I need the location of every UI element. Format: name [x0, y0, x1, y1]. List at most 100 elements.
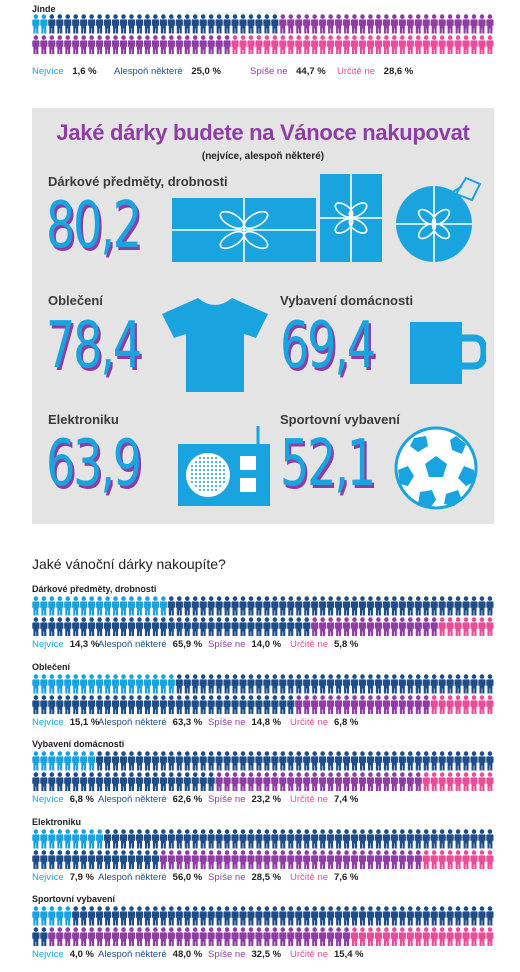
person-icon	[350, 751, 359, 771]
person-icon	[271, 14, 279, 34]
person-icon	[478, 751, 486, 771]
person-icon	[462, 849, 470, 869]
person-icon	[366, 596, 375, 616]
person-icon	[40, 673, 48, 693]
person-icon	[478, 617, 486, 636]
category-label: Elektroniku	[48, 412, 119, 427]
person-icon	[135, 751, 144, 771]
person-icon	[119, 906, 128, 926]
person-icon	[231, 596, 239, 616]
person-icon	[207, 828, 215, 848]
person-icon	[103, 694, 112, 714]
person-icon	[382, 849, 390, 869]
person-icon	[135, 14, 144, 34]
person-icon	[462, 35, 470, 54]
legend-value: 4,0 %	[69, 949, 94, 960]
person-icon	[191, 596, 199, 616]
person-icon	[374, 849, 383, 869]
person-icon	[334, 828, 343, 848]
person-icon	[175, 35, 183, 54]
person-icon	[382, 35, 390, 54]
person-icon	[470, 14, 478, 34]
person-icon	[151, 927, 159, 946]
person-icon	[32, 35, 40, 54]
person-icon	[175, 694, 183, 714]
person-icon	[398, 927, 406, 946]
panel-subtitle: (nejvíce, alespoň některé)	[201, 151, 325, 162]
person-icon	[223, 828, 231, 848]
person-icon	[127, 617, 136, 636]
person-icon	[103, 906, 112, 926]
person-icon	[88, 849, 96, 869]
person-icon	[295, 14, 303, 34]
person-icon	[223, 35, 231, 54]
person-icon	[40, 772, 48, 791]
person-icon	[478, 927, 486, 946]
person-icon	[255, 35, 263, 54]
person-icon	[366, 35, 375, 54]
person-icon	[119, 694, 128, 714]
person-icon	[470, 617, 478, 636]
person-icon	[255, 906, 263, 926]
person-icon	[143, 772, 152, 791]
person-icon	[279, 772, 287, 791]
person-icon	[40, 694, 48, 714]
person-icon	[414, 14, 422, 34]
person-icon	[207, 35, 215, 54]
person-icon	[143, 694, 152, 714]
person-icon	[183, 694, 191, 714]
row-title: Oblečení	[32, 661, 71, 672]
person-icon	[438, 849, 446, 869]
person-icon	[374, 828, 383, 848]
person-icon	[319, 828, 327, 848]
legend-item-spise-ne: Spíše ne 14,0 %	[208, 639, 281, 650]
person-icon	[311, 694, 319, 714]
person-icon	[88, 596, 96, 616]
person-icon	[263, 927, 271, 946]
person-icon	[167, 35, 175, 54]
person-icon	[334, 694, 343, 714]
person-icon	[255, 596, 263, 616]
person-icon	[111, 906, 120, 926]
person-icon	[406, 906, 414, 926]
person-icon	[342, 14, 351, 34]
person-icon	[406, 673, 414, 693]
person-icon	[470, 828, 478, 848]
person-icon	[358, 849, 367, 869]
person-icon	[350, 14, 359, 34]
person-icon	[80, 751, 88, 771]
legend-item-alespon: Alespoň některé 48,0 %	[98, 949, 202, 960]
person-icon	[271, 673, 279, 693]
person-icon	[470, 35, 478, 54]
person-icon	[167, 849, 175, 869]
person-icon	[231, 694, 239, 714]
person-icon	[422, 596, 430, 616]
person-icon	[486, 772, 494, 791]
person-icon	[103, 828, 112, 848]
person-icon	[48, 751, 56, 771]
person-icon	[390, 617, 398, 636]
person-icon	[119, 927, 128, 946]
person-icon	[151, 617, 159, 636]
person-icon	[191, 673, 199, 693]
person-icon	[287, 772, 295, 791]
person-icon	[199, 772, 207, 791]
breakdown-row: Elektroniku Nejvíce 7,9 % Alespoň některé 56…	[32, 817, 494, 893]
person-icon	[271, 617, 279, 636]
person-icon	[64, 617, 72, 636]
person-icon	[287, 596, 295, 616]
legend-label: Spíše ne	[208, 794, 246, 805]
legend-value: 14,3 %	[69, 639, 100, 650]
person-icon	[207, 849, 215, 869]
person-icon	[151, 772, 159, 791]
person-icon	[119, 617, 128, 636]
person-icon	[151, 828, 159, 848]
person-icon	[311, 927, 319, 946]
person-icon	[207, 596, 215, 616]
person-icon	[231, 772, 239, 791]
person-icon	[486, 694, 494, 714]
person-icon	[207, 14, 215, 34]
person-icon	[462, 751, 470, 771]
person-icon	[88, 751, 96, 771]
person-icon	[390, 14, 398, 34]
